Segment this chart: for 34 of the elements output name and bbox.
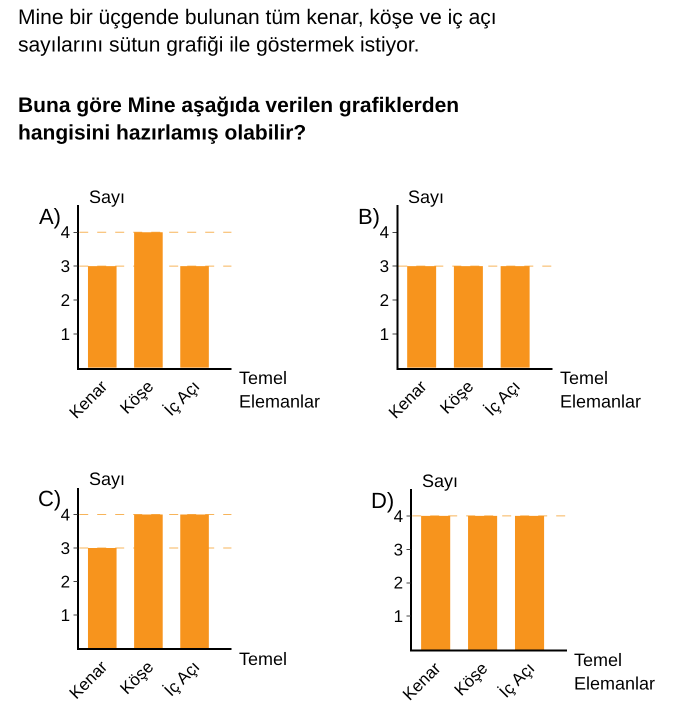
y-tick-label: 3: [394, 540, 404, 560]
y-tick-label: 2: [394, 574, 404, 593]
chart-title: A): [39, 204, 61, 229]
y-axis-title: Sayı: [408, 187, 444, 207]
y-tick-label: 1: [60, 606, 70, 625]
y-tick-label: 4: [60, 505, 70, 524]
text: Buna göre Mine aşağıda verilen grafiklerden hangisini hazırlamış olabilir?: [18, 94, 460, 144]
text: Mine bir üçgende bulunan tüm kenar, köşe ve iç açı sayılarını sütun grafiği ile göstermek istiyor.: [18, 6, 497, 56]
x-tick-label: İç Açı: [160, 657, 204, 700]
y-axis-title: Sayı: [422, 471, 458, 491]
x-axis-title: Temel Elemanlar: [560, 368, 642, 412]
x-axis-title: Temel Elemanlar: [239, 368, 320, 412]
x-axis-title: Temel Elemanlar: [574, 650, 656, 694]
y-tick-label: 2: [60, 572, 70, 592]
chart-title: C): [38, 486, 62, 511]
y-axis-title: Sayı: [89, 469, 126, 489]
y-tick-label: 3: [380, 257, 390, 276]
y-tick-label: 4: [60, 223, 70, 242]
x-tick-label: İç Açı: [496, 658, 538, 702]
x-tick-label: İç Açı: [481, 376, 524, 420]
chart-title: D): [371, 488, 394, 513]
y-tick-label: 2: [60, 290, 70, 310]
x-tick-label: İç Açı: [160, 376, 204, 420]
y-tick-label: 1: [60, 324, 70, 344]
y-tick-label: 3: [60, 257, 70, 276]
chart-title: B): [358, 204, 380, 229]
y-tick-label: 3: [60, 538, 70, 558]
y-tick-label: 1: [394, 607, 404, 626]
y-tick-label: 1: [380, 324, 390, 344]
y-tick-label: 4: [380, 223, 390, 242]
y-axis-title: Sayı: [89, 187, 126, 207]
x-axis-title: Temel: [239, 649, 288, 669]
y-tick-label: 4: [394, 506, 404, 526]
y-tick-label: 2: [380, 290, 390, 310]
